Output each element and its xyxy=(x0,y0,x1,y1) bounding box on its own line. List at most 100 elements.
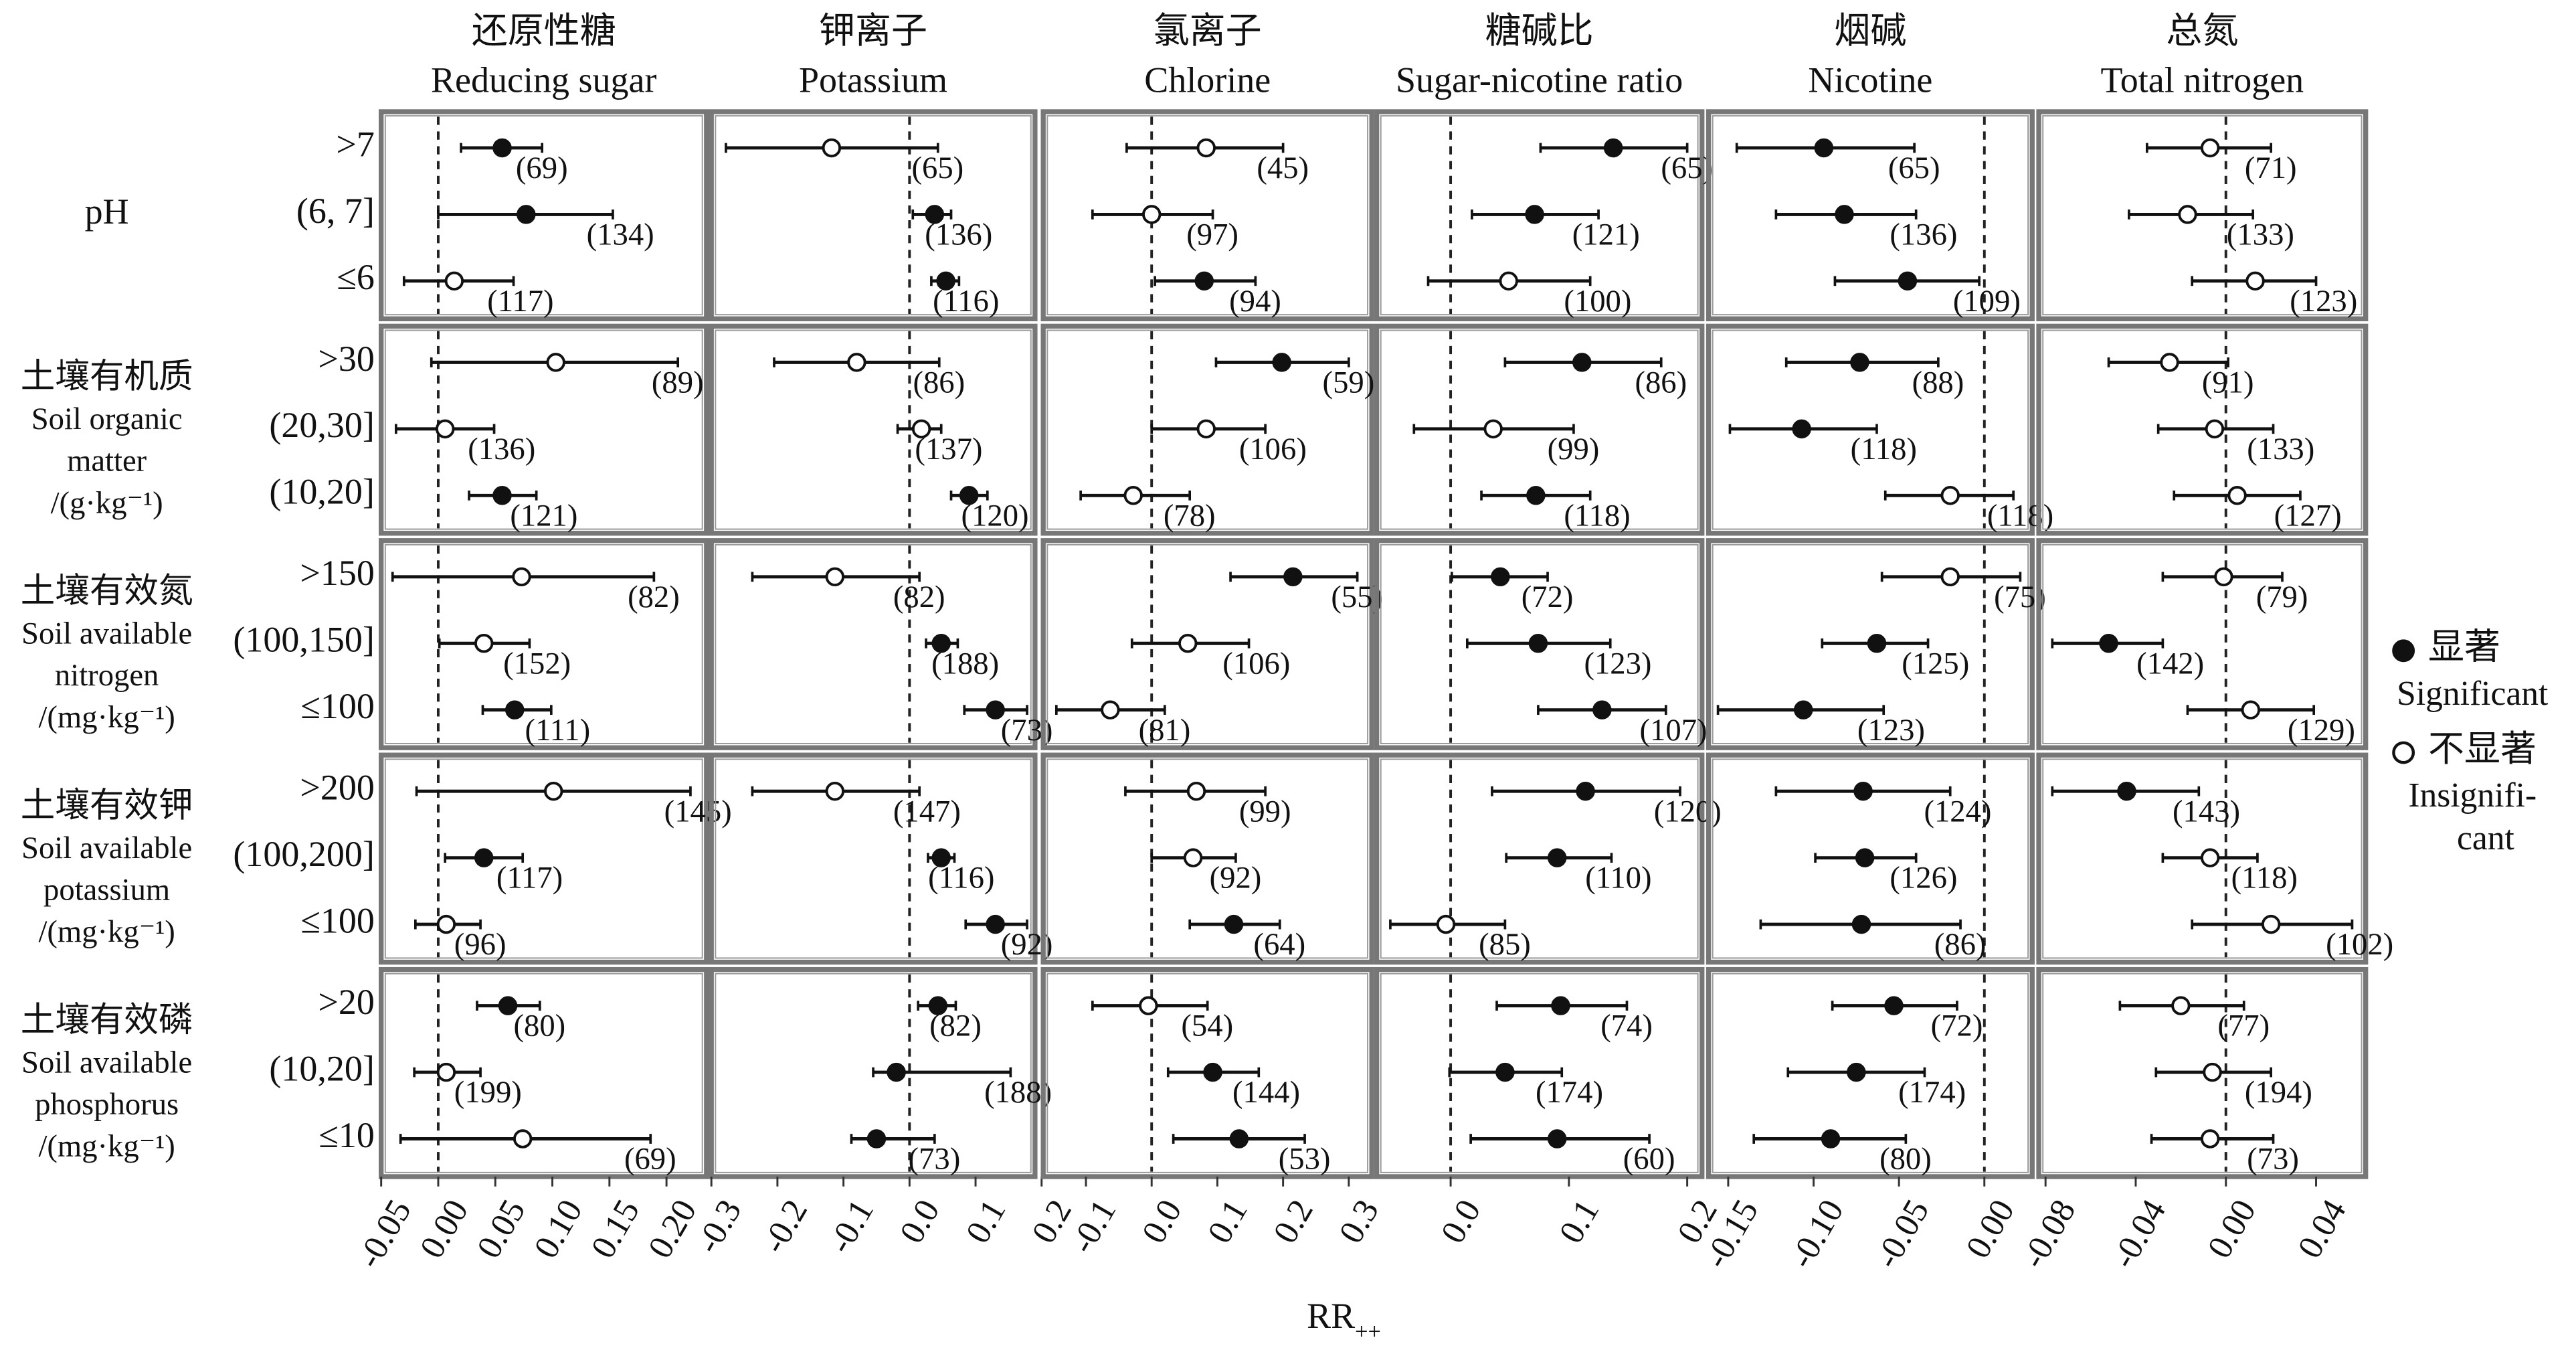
n-label: (123) xyxy=(1857,713,1925,748)
n-label: (117) xyxy=(487,284,553,319)
panel-box xyxy=(1040,109,1374,322)
panel-box xyxy=(378,966,709,1179)
point-insignificant xyxy=(436,1062,456,1082)
level-label: (10,20] xyxy=(269,1048,374,1088)
n-label: (120) xyxy=(961,498,1029,533)
x-tick-label: -0.3 xyxy=(688,1193,749,1260)
panel-box xyxy=(1040,966,1374,1179)
n-label: (72) xyxy=(1931,1009,1983,1043)
n-label: (120) xyxy=(1654,794,1722,829)
point-insignificant xyxy=(474,634,494,653)
panel-box-inner xyxy=(1380,543,1699,745)
n-label: (102) xyxy=(2326,927,2393,962)
level-label: (100,200] xyxy=(233,834,374,874)
n-label: (78) xyxy=(1164,498,1216,533)
factor-name: 土壤有效磷 xyxy=(21,1001,193,1039)
point-insignificant xyxy=(825,781,845,801)
point-significant xyxy=(498,996,518,1015)
point-significant xyxy=(986,914,1005,934)
point-significant xyxy=(1572,353,1592,372)
n-label: (59) xyxy=(1323,365,1375,400)
x-tick-label: -0.08 xyxy=(2014,1193,2083,1274)
n-label: (73) xyxy=(909,1142,961,1177)
n-label: (65) xyxy=(1888,151,1940,185)
factor-name: /(mg·kg⁻¹) xyxy=(38,914,175,949)
panel-box xyxy=(378,538,709,750)
x-tick-label: 0.3 xyxy=(1332,1193,1387,1250)
panel-box xyxy=(1706,538,2035,750)
panel-title-en: Total nitrogen xyxy=(2101,60,2304,100)
factor-name: 土壤有机质 xyxy=(21,358,193,396)
point-significant xyxy=(1194,271,1214,291)
point-insignificant xyxy=(2200,848,2220,867)
n-label: (188) xyxy=(984,1075,1052,1110)
point-insignificant xyxy=(1196,419,1216,439)
x-tick-label: 0.15 xyxy=(584,1193,647,1265)
n-label: (54) xyxy=(1181,1009,1233,1043)
n-label: (89) xyxy=(652,365,704,400)
n-label: (106) xyxy=(1222,646,1290,681)
n-label: (73) xyxy=(2247,1142,2299,1177)
x-tick-label: 0.0 xyxy=(1135,1193,1190,1250)
panel-box xyxy=(2036,109,2369,322)
x-tick-label: 0.2 xyxy=(1266,1193,1321,1250)
level-label: (6, 7] xyxy=(296,191,375,231)
factor-name: Soil organic xyxy=(31,402,183,436)
point-insignificant xyxy=(1483,419,1503,439)
n-label: (123) xyxy=(2290,284,2357,319)
point-insignificant xyxy=(1139,996,1158,1015)
n-label: (94) xyxy=(1229,284,1281,319)
point-significant xyxy=(887,1062,906,1082)
n-label: (86) xyxy=(1635,365,1687,400)
panel-box-inner xyxy=(2042,543,2363,745)
point-insignificant xyxy=(1178,634,1198,653)
n-label: (69) xyxy=(516,151,568,185)
legend-label-en: Significant xyxy=(2397,675,2549,713)
panel-title-zh: 还原性糖 xyxy=(472,11,616,51)
x-tick-label: 0.04 xyxy=(2290,1193,2353,1265)
n-label: (65) xyxy=(911,151,963,185)
point-significant xyxy=(931,848,951,867)
x-axis-label-sub: ++ xyxy=(1355,1319,1381,1345)
panel-box xyxy=(1374,538,1705,750)
n-label: (69) xyxy=(624,1142,676,1177)
point-significant xyxy=(1592,700,1612,719)
panel-box-inner xyxy=(384,115,703,316)
legend-label-zh: 显著 xyxy=(2428,627,2500,667)
factor-name: potassium xyxy=(43,873,170,908)
n-label: (124) xyxy=(1924,794,1991,829)
x-tick-label: 0.1 xyxy=(959,1193,1014,1250)
n-label: (106) xyxy=(1239,432,1307,466)
x-tick-label: -0.1 xyxy=(821,1193,881,1260)
n-label: (82) xyxy=(929,1009,982,1043)
point-significant xyxy=(492,486,512,505)
point-insignificant xyxy=(1940,567,1960,587)
n-label: (100) xyxy=(1564,284,1631,319)
x-tick-label: 0.05 xyxy=(470,1193,533,1265)
point-insignificant xyxy=(911,419,931,439)
panel-box-inner xyxy=(715,758,1032,959)
point-significant xyxy=(1850,353,1869,372)
n-label: (134) xyxy=(587,217,654,252)
point-insignificant xyxy=(825,567,845,587)
point-insignificant xyxy=(2261,914,2281,934)
n-label: (188) xyxy=(931,646,999,681)
point-significant xyxy=(1495,1062,1515,1082)
panel-box xyxy=(1374,966,1705,1179)
x-tick-label: 0.0 xyxy=(893,1193,947,1250)
n-label: (79) xyxy=(2256,580,2308,614)
point-significant xyxy=(1224,914,1244,934)
panel-box-inner xyxy=(715,543,1032,745)
panel-box-inner xyxy=(384,972,703,1173)
level-label: (20,30] xyxy=(269,405,374,445)
point-significant xyxy=(936,271,955,291)
panel-box-inner xyxy=(1380,758,1699,959)
panel-box-inner xyxy=(2042,329,2363,530)
n-label: (194) xyxy=(2245,1075,2312,1110)
n-label: (111) xyxy=(525,713,591,748)
panel-title-zh: 总氮 xyxy=(2166,11,2238,51)
point-insignificant xyxy=(2178,205,2197,224)
point-insignificant xyxy=(2203,1062,2222,1082)
panel-title-en: Sugar-nicotine ratio xyxy=(1396,60,1683,100)
n-label: (121) xyxy=(1572,217,1640,252)
